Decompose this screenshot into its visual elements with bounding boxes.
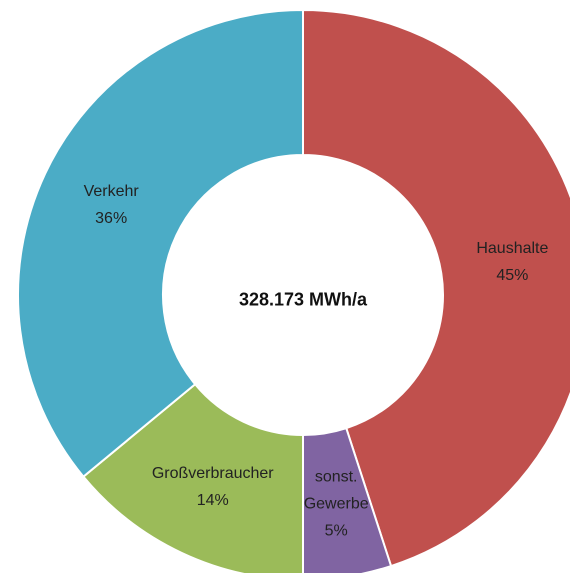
slice-label: Verkehr 36% (51, 178, 171, 232)
category-label: Haushalte (476, 239, 549, 257)
center-label: 328.173 MWh/a (238, 289, 368, 310)
value-label: 45% (496, 266, 529, 284)
category-label: Verkehr (83, 182, 139, 200)
value-label: 14% (196, 491, 229, 509)
value-label: 5% (324, 522, 348, 540)
donut-slice (17, 8, 304, 479)
value-label: 36% (95, 209, 128, 227)
slice-label: sonst. Gewerbe 5% (299, 464, 374, 545)
slice-label: Großverbraucher 14% (133, 460, 293, 514)
category-label: Großverbraucher (151, 464, 274, 482)
slice-label: Haushalte 45% (452, 235, 570, 289)
donut-slice (302, 8, 570, 568)
category-label: sonst. Gewerbe (303, 468, 369, 513)
